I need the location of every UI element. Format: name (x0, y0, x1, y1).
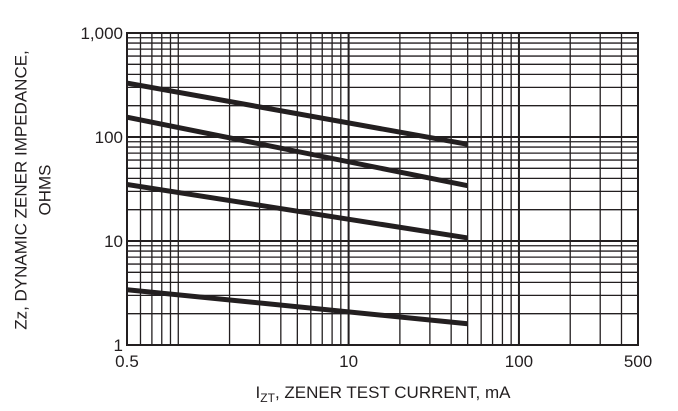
x-tick-label: 500 (624, 352, 652, 371)
x-label-main: I (256, 383, 261, 402)
y-axis-label: Zz, DYNAMIC ZENER IMPEDANCE, (11, 50, 30, 330)
x-label-rest: , ZENER TEST CURRENT, mA (275, 383, 511, 402)
y-axis-label: OHMS (35, 165, 54, 216)
x-tick-label: 100 (505, 352, 533, 371)
data-line (126, 114, 469, 189)
data-line (126, 80, 469, 147)
y-label-group: Zz, DYNAMIC ZENER IMPEDANCE, (11, 50, 30, 330)
y-tick-label: 100 (95, 128, 123, 147)
x-axis-label: IZT, ZENER TEST CURRENT, mA (256, 383, 512, 405)
x-label-sub: ZT (260, 391, 275, 405)
data-line (126, 181, 469, 241)
y-tick-label: 1 (114, 336, 123, 355)
x-tick-label: 10 (339, 352, 358, 371)
y-tick-label: 1,000 (80, 24, 123, 43)
x-tick-label: 0.5 (115, 352, 139, 371)
y-label-group: OHMS (35, 165, 54, 216)
data-line (126, 287, 468, 327)
y-tick-label: 10 (104, 232, 123, 251)
plot-frame (126, 32, 639, 346)
